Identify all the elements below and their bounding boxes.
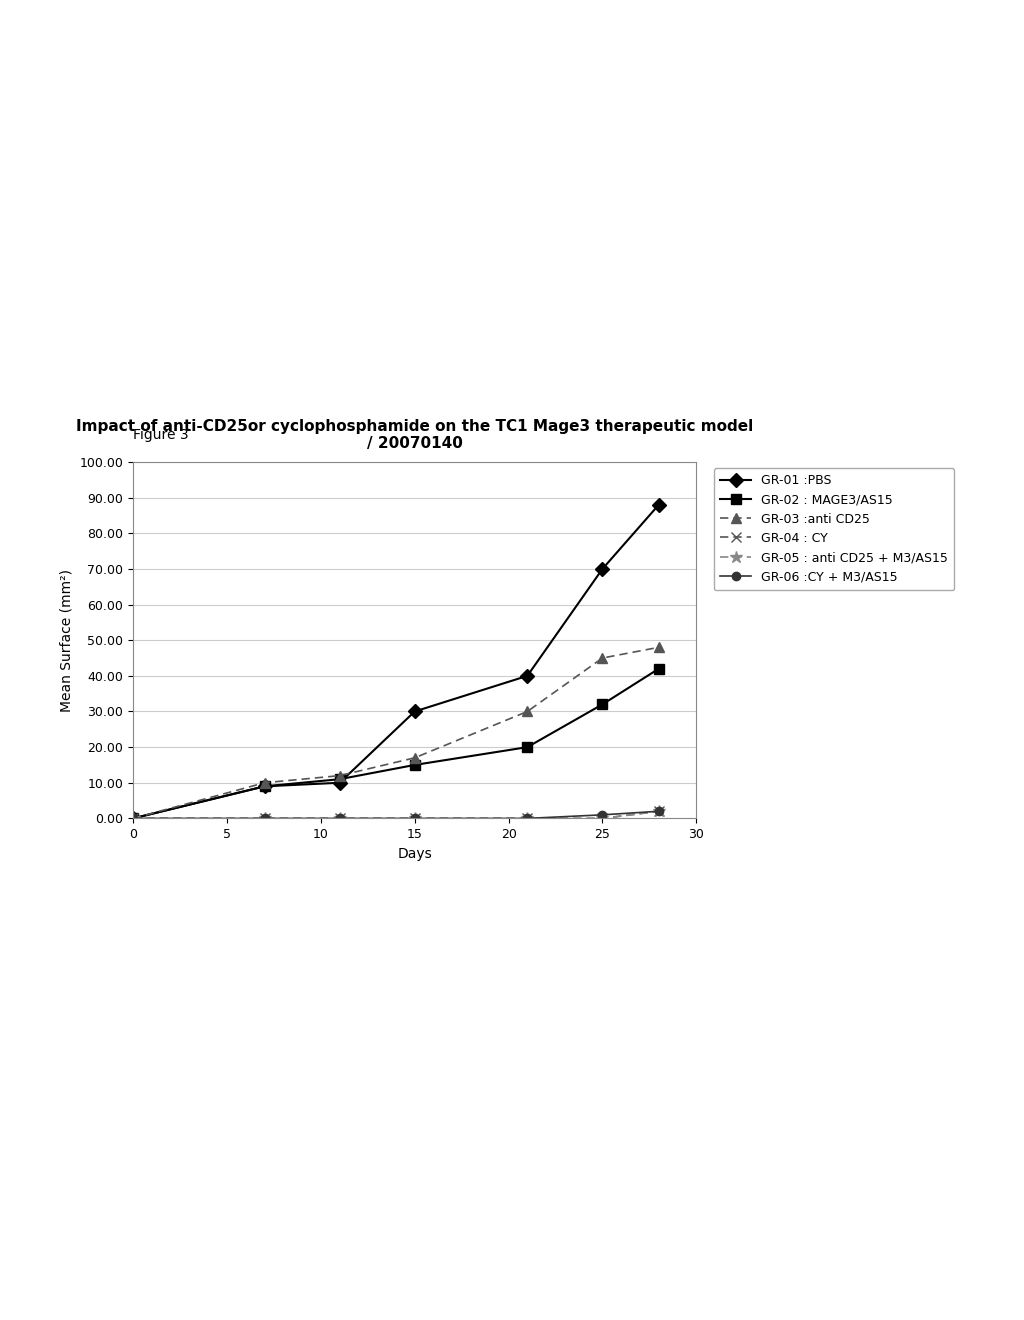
GR-03 :anti CD25 [652, 639, 665, 655]
GR-05 : anti CD25 + M3/AS15: (25, 0): anti CD25 + M3/AS15: (25, 0) [596, 810, 608, 826]
GR-05 : anti CD25 + M3/AS15: (0, 0): anti CD25 + M3/AS15: (0, 0) [127, 810, 139, 826]
GR-01 :PBS [127, 810, 139, 826]
GR-03 :anti CD25 [334, 768, 346, 784]
GR-02 : MAGE3/AS15: (0, 0): MAGE3/AS15: (0, 0) [127, 810, 139, 826]
Line: GR-02 : MAGE3/AS15: GR-02 : MAGE3/AS15 [128, 664, 664, 824]
GR-03 :anti CD25 [127, 810, 139, 826]
GR-06 :CY + M3/AS15 [127, 810, 139, 826]
Line: GR-05 : anti CD25 + M3/AS15: GR-05 : anti CD25 + M3/AS15 [127, 805, 665, 825]
GR-02 : MAGE3/AS15: (7, 9): MAGE3/AS15: (7, 9) [258, 779, 270, 795]
GR-05 : anti CD25 + M3/AS15: (7, 0): anti CD25 + M3/AS15: (7, 0) [258, 810, 270, 826]
GR-05 : anti CD25 + M3/AS15: (11, 0): anti CD25 + M3/AS15: (11, 0) [334, 810, 346, 826]
GR-02 : MAGE3/AS15: (25, 32): MAGE3/AS15: (25, 32) [596, 697, 608, 713]
GR-01 :PBS [334, 775, 346, 791]
Line: GR-06 :CY + M3/AS15: GR-06 :CY + M3/AS15 [129, 807, 663, 822]
Title: Impact of anti-CD25or cyclophosphamide on the TC1 Mage3 therapeutic model
/ 2007: Impact of anti-CD25or cyclophosphamide o… [76, 418, 754, 451]
GR-02 : MAGE3/AS15: (11, 11): MAGE3/AS15: (11, 11) [334, 771, 346, 787]
GR-04 : CY: (11, 0): CY: (11, 0) [334, 810, 346, 826]
GR-06 :CY + M3/AS15 [652, 804, 665, 820]
Line: GR-04 : CY: GR-04 : CY [128, 807, 664, 824]
GR-02 : MAGE3/AS15: (15, 15): MAGE3/AS15: (15, 15) [409, 756, 421, 772]
GR-06 :CY + M3/AS15 [521, 810, 534, 826]
Line: GR-03 :anti CD25: GR-03 :anti CD25 [128, 643, 664, 824]
GR-06 :CY + M3/AS15 [258, 810, 270, 826]
GR-01 :PBS [521, 668, 534, 684]
GR-06 :CY + M3/AS15 [409, 810, 421, 826]
GR-02 : MAGE3/AS15: (21, 20): MAGE3/AS15: (21, 20) [521, 739, 534, 755]
Text: Figure 3: Figure 3 [133, 428, 188, 442]
GR-04 : CY: (15, 0): CY: (15, 0) [409, 810, 421, 826]
GR-03 :anti CD25 [258, 775, 270, 791]
GR-02 : MAGE3/AS15: (28, 42): MAGE3/AS15: (28, 42) [652, 661, 665, 677]
GR-05 : anti CD25 + M3/AS15: (28, 2): anti CD25 + M3/AS15: (28, 2) [652, 804, 665, 820]
GR-01 :PBS [652, 496, 665, 512]
GR-03 :anti CD25 [596, 649, 608, 665]
GR-01 :PBS [409, 704, 421, 719]
GR-04 : CY: (0, 0): CY: (0, 0) [127, 810, 139, 826]
GR-05 : anti CD25 + M3/AS15: (15, 0): anti CD25 + M3/AS15: (15, 0) [409, 810, 421, 826]
GR-04 : CY: (21, 0): CY: (21, 0) [521, 810, 534, 826]
GR-06 :CY + M3/AS15 [596, 807, 608, 822]
GR-04 : CY: (25, 0): CY: (25, 0) [596, 810, 608, 826]
GR-01 :PBS [258, 779, 270, 795]
GR-01 :PBS [596, 561, 608, 577]
GR-04 : CY: (7, 0): CY: (7, 0) [258, 810, 270, 826]
GR-04 : CY: (28, 2): CY: (28, 2) [652, 804, 665, 820]
Y-axis label: Mean Surface (mm²): Mean Surface (mm²) [60, 569, 74, 711]
GR-03 :anti CD25 [409, 750, 421, 766]
GR-03 :anti CD25 [521, 704, 534, 719]
Legend: GR-01 :PBS, GR-02 : MAGE3/AS15, GR-03 :anti CD25, GR-04 : CY, GR-05 : anti CD25 : GR-01 :PBS, GR-02 : MAGE3/AS15, GR-03 :a… [714, 469, 954, 590]
Line: GR-01 :PBS: GR-01 :PBS [128, 500, 664, 824]
GR-05 : anti CD25 + M3/AS15: (21, 0): anti CD25 + M3/AS15: (21, 0) [521, 810, 534, 826]
GR-06 :CY + M3/AS15 [334, 810, 346, 826]
X-axis label: Days: Days [397, 846, 432, 861]
